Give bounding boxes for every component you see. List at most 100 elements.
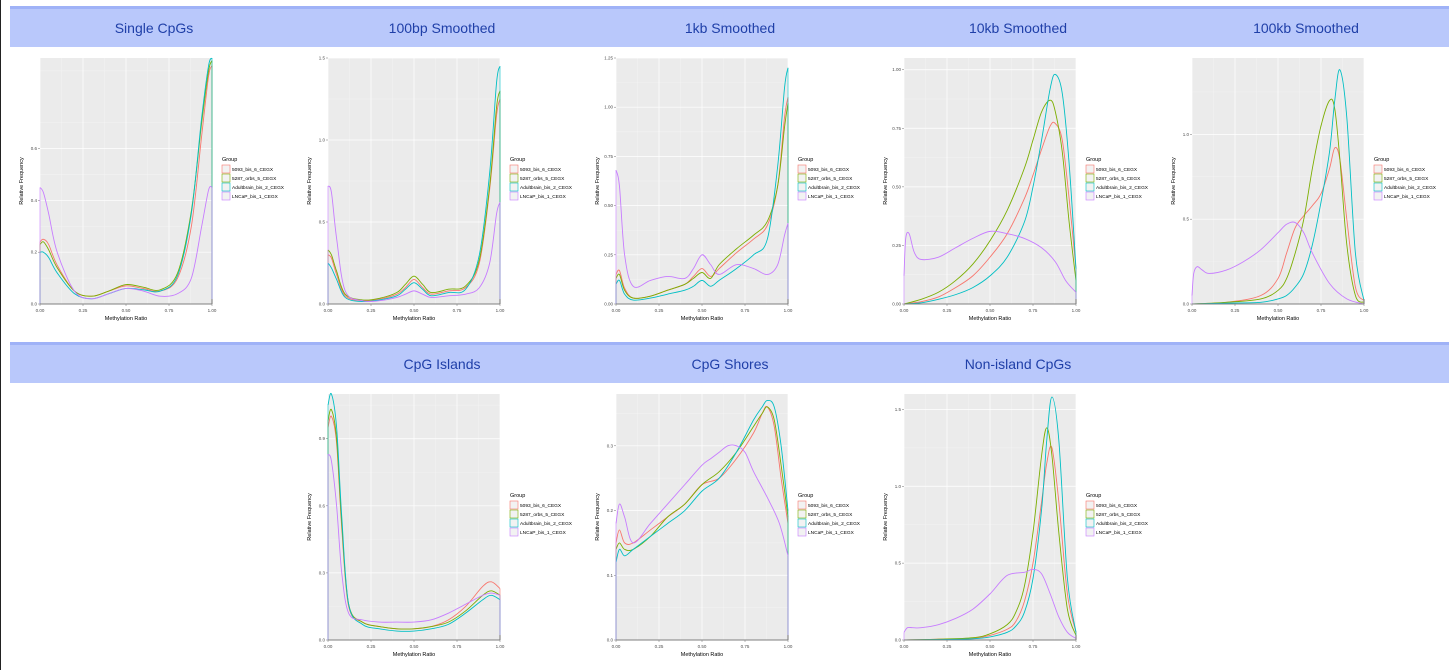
- legend-key: [1085, 518, 1095, 528]
- series-line: [903, 73, 1077, 305]
- y-tick-label: 0.75: [604, 154, 613, 159]
- y-axis-title: Relative Frequency: [307, 157, 313, 205]
- chart-svg: 0.00 0.25 0.50 0.75 1.00 0.0 0.5 1.0 Methylation…: [1171, 58, 1437, 322]
- legend-key: [797, 164, 807, 174]
- series-line: [327, 66, 501, 303]
- x-axis-title: Methylation Ratio: [105, 316, 148, 322]
- legend-label: Adultbrain_bis_2_CEGX: [808, 521, 861, 527]
- chart-svg: 0.00 0.25 0.50 0.75 1.00 0.0 0.3 0.6 0.9 Methylat…: [307, 392, 573, 658]
- y-axis-title: Relative Frequency: [595, 493, 601, 541]
- series-line: [1191, 221, 1365, 305]
- y-tick-label: 0.00: [604, 302, 613, 307]
- legend-label: LNCaP_bis_1_CEGX: [520, 530, 567, 536]
- chart-svg: 0.00 0.25 0.50 0.75 1.00 0.00 0.25 0.50 0.75 1.00…: [883, 58, 1149, 322]
- x-tick-label: 0.50: [410, 308, 419, 313]
- y-tick-label: 0.00: [892, 302, 901, 307]
- y-axis-title: Relative Frequency: [307, 493, 313, 541]
- x-axis-title: Methylation Ratio: [681, 652, 724, 658]
- series-line: [615, 170, 789, 288]
- y-tick-label: 0.0: [319, 638, 326, 643]
- legend-key: [1373, 191, 1383, 201]
- legend-label: 5287_orbs_5_CEGX: [1096, 176, 1141, 182]
- y-tick-label: 0.6: [319, 503, 326, 508]
- panel-title: 1kb Smoothed: [684, 20, 776, 36]
- legend-key: [1085, 191, 1095, 201]
- legend-label: 5287_orbs_5_CEGX: [1384, 176, 1429, 182]
- series-line: [615, 405, 789, 545]
- series-line: [903, 121, 1077, 305]
- series-line: [327, 90, 501, 301]
- series-line: [39, 186, 213, 300]
- chart-svg: 0.00 0.25 0.50 0.75 1.00 0.0 0.5 1.0 1.5 Methylat…: [307, 56, 573, 323]
- chart-1kb-smoothed: 0.00 0.25 0.50 0.75 1.00 0.00 0.25 0.50 0.75 1.00…: [586, 52, 874, 324]
- chart-svg: 0.00 0.25 0.50 0.75 1.00 0.0 0.1 0.2 0.3 Methylat…: [595, 394, 861, 658]
- legend-key: [1373, 182, 1383, 192]
- x-tick-label: 0.50: [986, 308, 995, 313]
- legend-title: Group: [1374, 157, 1389, 163]
- chart-svg: 0.00 0.25 0.50 0.75 1.00 0.0 0.2 0.4 0.6 Methylat…: [19, 57, 285, 322]
- panel-title: Single CpGs: [114, 20, 194, 36]
- y-tick-label: 1.5: [319, 56, 326, 61]
- legend-title: Group: [1086, 157, 1101, 163]
- legend-key: [797, 173, 807, 183]
- series-line: [903, 568, 1077, 639]
- legend-key: [221, 173, 231, 183]
- y-tick-label: 0.5: [319, 220, 326, 225]
- x-tick-label: 0.25: [943, 644, 952, 649]
- y-tick-label: 0.5: [1183, 217, 1190, 222]
- chart-cpg-islands: 0.00 0.25 0.50 0.75 1.00 0.0 0.3 0.6 0.9 Methylat…: [298, 388, 586, 660]
- legend-key: [509, 500, 519, 510]
- legend-label: 5093_bis_6_CEGX: [1096, 167, 1138, 173]
- legend-label: Adultbrain_bis_2_CEGX: [232, 185, 285, 191]
- y-tick-label: 0.9: [319, 436, 326, 441]
- x-tick-label: 0.00: [612, 644, 621, 649]
- legend-key: [1373, 164, 1383, 174]
- legend-key: [509, 527, 519, 537]
- x-tick-label: 0.75: [453, 644, 462, 649]
- y-tick-label: 0.0: [31, 302, 38, 307]
- x-tick-label: 0.00: [36, 308, 45, 313]
- series-line: [39, 65, 213, 297]
- legend-key: [1373, 173, 1383, 183]
- legend-key: [1085, 500, 1095, 510]
- x-tick-label: 0.25: [1231, 308, 1240, 313]
- x-tick-label: 1.00: [1072, 308, 1081, 313]
- legend-label: Adultbrain_bis_2_CEGX: [1384, 185, 1437, 191]
- series-line: [903, 396, 1077, 641]
- legend-key: [221, 164, 231, 174]
- y-tick-label: 0.3: [607, 443, 614, 448]
- legend-label: 5287_orbs_5_CEGX: [520, 176, 565, 182]
- y-tick-label: 0.3: [319, 570, 326, 575]
- row2-title-band: CpG Islands CpG Shores Non-island CpGs: [10, 342, 1449, 383]
- x-tick-label: 0.75: [1029, 308, 1038, 313]
- y-tick-label: 1.00: [604, 105, 613, 110]
- panel-title: 10kb Smoothed: [968, 20, 1068, 36]
- x-tick-label: 0.25: [655, 308, 664, 313]
- y-tick-label: 1.5: [895, 407, 902, 412]
- series-line: [327, 392, 501, 632]
- y-axis-title: Relative Frequency: [595, 157, 601, 205]
- y-axis-title: Relative Frequency: [883, 493, 889, 541]
- x-tick-label: 1.00: [1072, 644, 1081, 649]
- x-tick-label: 0.50: [986, 644, 995, 649]
- legend-label: 5093_bis_6_CEGX: [520, 503, 562, 509]
- legend-title: Group: [1086, 493, 1101, 499]
- legend-title: Group: [222, 157, 237, 163]
- x-tick-label: 0.25: [79, 308, 88, 313]
- chart-cpg-shores: 0.00 0.25 0.50 0.75 1.00 0.0 0.1 0.2 0.3 Methylat…: [586, 388, 874, 660]
- y-tick-label: 0.0: [319, 302, 326, 307]
- y-tick-label: 0.6: [31, 146, 38, 151]
- legend-label: 5093_bis_6_CEGX: [232, 167, 274, 173]
- legend-key: [509, 173, 519, 183]
- x-tick-label: 0.50: [1274, 308, 1283, 313]
- chart-100bp-smoothed: 0.00 0.25 0.50 0.75 1.00 0.0 0.5 1.0 1.5 Methylat…: [298, 52, 586, 324]
- legend-title: Group: [510, 493, 525, 499]
- x-axis-title: Methylation Ratio: [393, 316, 436, 322]
- legend-key: [797, 527, 807, 537]
- series-line: [615, 103, 789, 299]
- legend-label: LNCaP_bis_1_CEGX: [520, 194, 567, 200]
- x-tick-label: 0.50: [698, 308, 707, 313]
- x-tick-label: 1.00: [784, 308, 793, 313]
- legend-label: Adultbrain_bis_2_CEGX: [1096, 185, 1149, 191]
- chart-svg: 0.00 0.25 0.50 0.75 1.00 0.0 0.5 1.0 1.5 Methylat…: [883, 394, 1149, 658]
